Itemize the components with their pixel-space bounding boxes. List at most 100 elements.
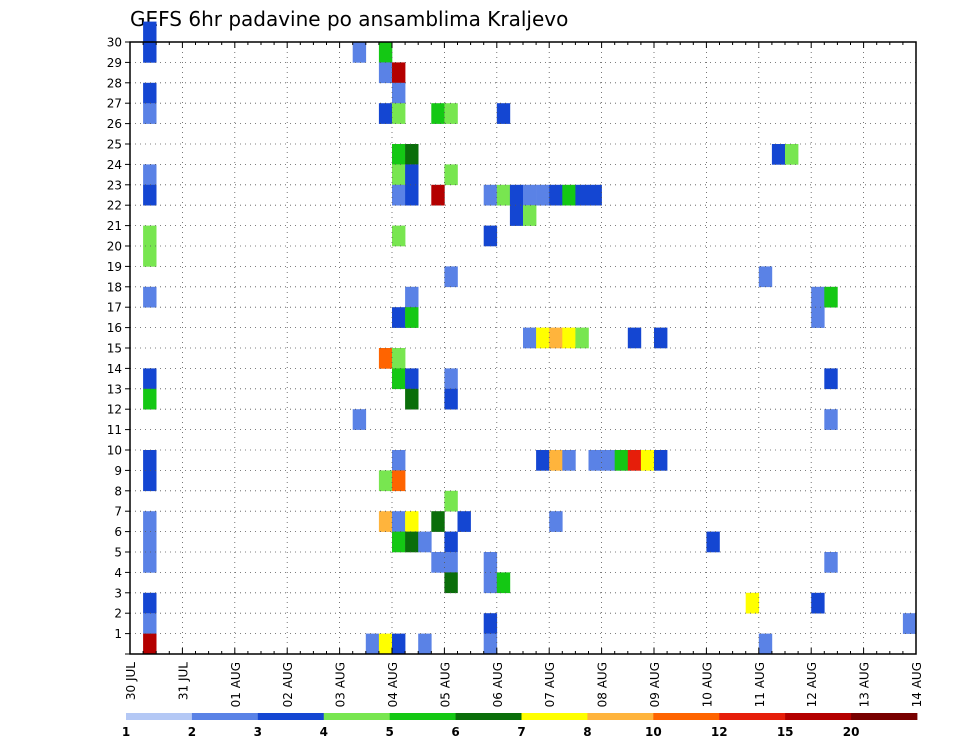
heatmap-cell <box>431 552 445 573</box>
x-tick-label: 03 AUG <box>334 662 348 707</box>
y-tick-label: 20 <box>107 240 122 254</box>
heatmap-cell <box>405 531 419 553</box>
y-tick-label: 6 <box>114 525 122 539</box>
heatmap-cell <box>143 388 157 410</box>
heatmap-cell <box>496 103 511 124</box>
heatmap-cell <box>405 511 419 532</box>
heatmap-cell <box>509 184 524 206</box>
heatmap-cell <box>143 225 157 247</box>
heatmap-cell <box>392 62 406 84</box>
heatmap-cell <box>392 633 406 655</box>
colorbar-swatch <box>521 713 588 720</box>
x-tick-label: 05 AUG <box>438 662 452 707</box>
heatmap-cell <box>640 450 655 471</box>
heatmap-cell <box>143 613 157 634</box>
colorbar-swatch <box>587 713 654 720</box>
x-axis: 30 JUL 31 JUL 01 AUG 02 AUG 03 AUG 04 AUG 05 A… <box>124 662 924 708</box>
x-tick-label: 14 AUG <box>910 662 924 707</box>
heatmap-cell <box>536 327 550 349</box>
heatmap-cell <box>549 184 563 206</box>
heatmap-cell <box>457 511 471 532</box>
y-tick-label: 10 <box>107 444 122 458</box>
heatmap-cell <box>392 368 406 390</box>
heatmap-cell <box>509 205 524 226</box>
heatmap-cell <box>378 633 393 655</box>
y-tick-label: 21 <box>107 219 122 233</box>
heatmap-cell <box>392 103 406 124</box>
heatmap-cell <box>418 633 432 655</box>
colorbar-label: 12 <box>711 725 728 739</box>
heatmap-cell <box>575 327 589 349</box>
heatmap-cell <box>562 184 576 206</box>
heatmap-cell <box>392 164 406 186</box>
heatmap-cell <box>392 225 406 247</box>
heatmap-cell <box>418 531 432 553</box>
colorbar-swatch <box>126 713 193 720</box>
heatmap-cell <box>143 368 157 390</box>
heatmap-cell <box>392 184 406 206</box>
heatmap-cell <box>143 592 157 614</box>
x-tick-label: 10 AUG <box>700 662 714 707</box>
colorbar-label: 20 <box>843 725 860 739</box>
heatmap-cell <box>392 348 406 369</box>
y-tick-label: 7 <box>114 505 122 519</box>
heatmap-cell <box>444 164 458 186</box>
heatmap-cell <box>824 286 838 308</box>
colorbar-label: 5 <box>385 725 393 739</box>
heatmap-cell <box>392 470 406 492</box>
heatmap-cell <box>444 388 458 410</box>
heatmap-cell <box>143 42 157 63</box>
colorbar-label: 8 <box>583 725 591 739</box>
heatmap-cell <box>143 21 157 43</box>
heatmap-cell <box>431 511 445 532</box>
heatmap-cell <box>706 531 720 553</box>
x-tick-label: 31 JUL <box>176 662 190 700</box>
heatmap-cell <box>523 327 537 349</box>
heatmap-cell <box>654 327 668 349</box>
y-tick-label: 8 <box>114 484 122 498</box>
colorbar-swatch <box>785 713 852 720</box>
heatmap-cell <box>405 307 419 328</box>
heatmap-cell <box>431 103 445 124</box>
y-tick-label: 27 <box>107 97 122 111</box>
heatmap-cell <box>549 450 563 471</box>
colorbar-label: 1 <box>122 725 130 739</box>
heatmap-cell <box>444 572 458 594</box>
colorbar-label: 6 <box>451 725 459 739</box>
heatmap-cell <box>405 184 419 206</box>
heatmap-cell <box>483 633 498 655</box>
heatmap-cell <box>588 184 602 206</box>
heatmap-cell <box>536 184 550 206</box>
heatmap-cell <box>601 450 615 471</box>
heatmap-cell <box>444 490 458 512</box>
heatmap-cell <box>785 144 799 165</box>
heatmap-cell <box>143 184 157 206</box>
heatmap-cell <box>758 266 773 288</box>
heatmap-cell <box>431 184 445 206</box>
y-tick-label: 25 <box>107 138 122 152</box>
heatmap-cell <box>483 552 498 573</box>
heatmap-cells <box>143 21 917 655</box>
x-tick-label: 02 AUG <box>281 662 295 707</box>
y-tick-label: 1 <box>114 627 122 641</box>
colorbar-label: 10 <box>645 725 662 739</box>
y-tick-label: 14 <box>107 362 122 376</box>
heatmap-cell <box>143 531 157 553</box>
heatmap-cell <box>483 572 498 594</box>
y-tick-label: 22 <box>107 199 122 213</box>
y-tick-label: 19 <box>107 260 122 274</box>
heatmap-cell <box>483 613 498 634</box>
heatmap-cell <box>143 552 157 573</box>
heatmap-cell <box>143 633 157 655</box>
x-tick-label: 01 AUG <box>229 662 243 707</box>
heatmap-cell <box>378 511 393 532</box>
heatmap-cell <box>352 409 367 430</box>
heatmap-cell <box>758 633 773 655</box>
heatmap-cell <box>378 470 393 492</box>
heatmap-cell <box>143 286 157 308</box>
x-tick-label: 13 AUG <box>858 662 872 707</box>
x-tick-label: 09 AUG <box>648 662 662 707</box>
heatmap-cell <box>365 633 380 655</box>
heatmap-cell <box>444 368 458 390</box>
heatmap-cell <box>143 246 157 267</box>
